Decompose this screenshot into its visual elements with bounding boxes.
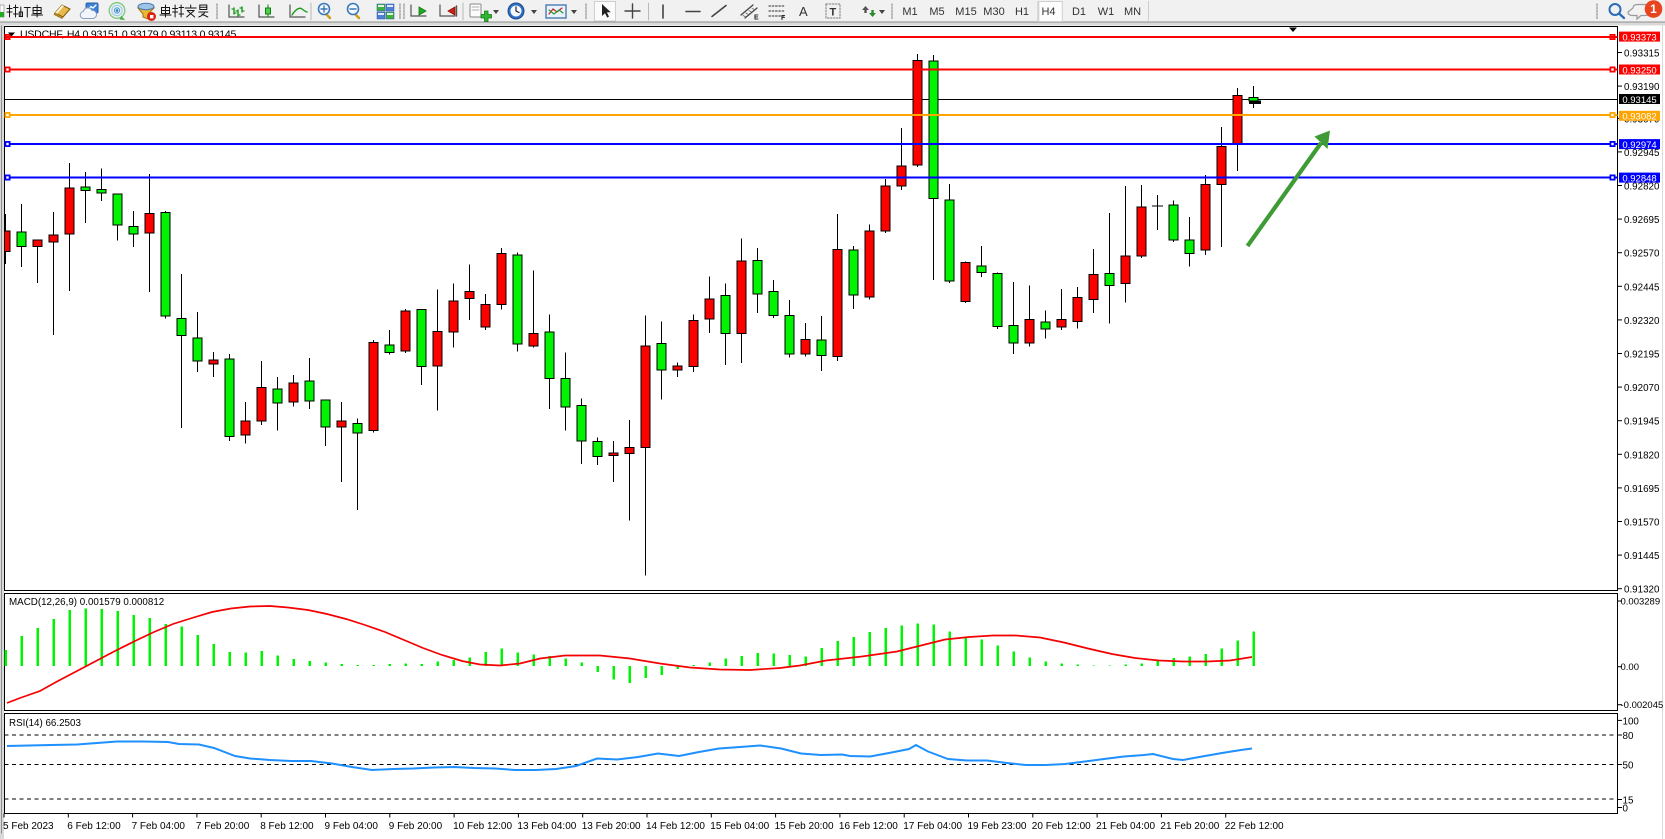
svg-text:0.00: 0.00 — [1621, 662, 1640, 673]
svg-text:8 Feb 12:00: 8 Feb 12:00 — [260, 821, 314, 832]
svg-text:16 Feb 12:00: 16 Feb 12:00 — [839, 821, 898, 832]
svg-text:USDCHF, H4 0.93151 0.93179 0.: USDCHF, H4 0.93151 0.93179 0.93113 0.931… — [20, 29, 237, 41]
svg-text:A: A — [799, 4, 808, 19]
svg-text:0.92974: 0.92974 — [1622, 140, 1656, 151]
svg-text:0.91320: 0.91320 — [1624, 585, 1660, 596]
svg-text:M30: M30 — [983, 6, 1004, 18]
svg-text:0.92570: 0.92570 — [1624, 249, 1660, 260]
svg-text:9 Feb 20:00: 9 Feb 20:00 — [389, 821, 443, 832]
svg-text:M5: M5 — [929, 6, 944, 18]
svg-text:0: 0 — [1623, 804, 1629, 815]
svg-text:T: T — [830, 7, 837, 19]
svg-text:7 Feb 20:00: 7 Feb 20:00 — [196, 821, 250, 832]
svg-text:D1: D1 — [1072, 6, 1086, 18]
svg-text:W1: W1 — [1098, 6, 1115, 18]
svg-text:21 Feb 20:00: 21 Feb 20:00 — [1160, 821, 1219, 832]
svg-text:0.003289: 0.003289 — [1621, 597, 1661, 608]
svg-text:H4: H4 — [1041, 6, 1055, 18]
svg-text:MACD(12,26,9) 0.001579 0.00081: MACD(12,26,9) 0.001579 0.000812 — [9, 597, 164, 608]
svg-text:20 Feb 12:00: 20 Feb 12:00 — [1032, 821, 1091, 832]
svg-text:0.91570: 0.91570 — [1624, 518, 1660, 529]
svg-text:-0.002045: -0.002045 — [1621, 700, 1664, 711]
svg-text:0.93373: 0.93373 — [1622, 32, 1656, 43]
svg-text:0.93250: 0.93250 — [1622, 65, 1656, 76]
svg-text:15: 15 — [1623, 796, 1634, 807]
svg-text:14 Feb 12:00: 14 Feb 12:00 — [646, 821, 705, 832]
svg-text:0.93082: 0.93082 — [1622, 112, 1656, 123]
svg-text:13 Feb 04:00: 13 Feb 04:00 — [517, 821, 576, 832]
svg-text:E: E — [754, 15, 759, 22]
svg-text:22 Feb 12:00: 22 Feb 12:00 — [1225, 821, 1284, 832]
svg-text:0.91945: 0.91945 — [1624, 417, 1660, 428]
svg-text:0.92070: 0.92070 — [1624, 383, 1660, 394]
svg-text:RSI(14) 66.2503: RSI(14) 66.2503 — [9, 718, 81, 729]
svg-text:7 Feb 04:00: 7 Feb 04:00 — [132, 821, 186, 832]
svg-text:9 Feb 04:00: 9 Feb 04:00 — [325, 821, 379, 832]
svg-text:5 Feb 2023: 5 Feb 2023 — [3, 821, 54, 832]
svg-text:1: 1 — [1650, 2, 1657, 16]
svg-text:0.93190: 0.93190 — [1624, 82, 1660, 93]
svg-text:15 Feb 04:00: 15 Feb 04:00 — [710, 821, 769, 832]
svg-text:0.92320: 0.92320 — [1624, 316, 1660, 327]
svg-text:0.92945: 0.92945 — [1624, 148, 1660, 159]
svg-text:10 Feb 12:00: 10 Feb 12:00 — [453, 821, 512, 832]
svg-text:F: F — [781, 15, 786, 22]
svg-text:MN: MN — [1124, 6, 1141, 18]
svg-text:0.92820: 0.92820 — [1624, 182, 1660, 193]
svg-text:15 Feb 20:00: 15 Feb 20:00 — [775, 821, 834, 832]
svg-text:0.93145: 0.93145 — [1622, 95, 1656, 106]
svg-text:0.91820: 0.91820 — [1624, 450, 1660, 461]
svg-text:21 Feb 04:00: 21 Feb 04:00 — [1096, 821, 1155, 832]
svg-text:100: 100 — [1623, 716, 1640, 727]
svg-text:0.92695: 0.92695 — [1624, 215, 1660, 226]
svg-text:19 Feb 23:00: 19 Feb 23:00 — [968, 821, 1027, 832]
svg-text:0.91445: 0.91445 — [1624, 551, 1660, 562]
svg-text:0.93315: 0.93315 — [1624, 49, 1660, 60]
svg-text:50: 50 — [1623, 761, 1634, 772]
svg-text:H1: H1 — [1015, 6, 1029, 18]
svg-text:M1: M1 — [902, 6, 917, 18]
svg-text:80: 80 — [1623, 731, 1634, 742]
svg-text:0.92445: 0.92445 — [1624, 282, 1660, 293]
svg-text:0.91695: 0.91695 — [1624, 484, 1660, 495]
svg-text:0.92195: 0.92195 — [1624, 350, 1660, 361]
svg-text:17 Feb 04:00: 17 Feb 04:00 — [903, 821, 962, 832]
svg-text:M15: M15 — [955, 6, 976, 18]
svg-text:0.92848: 0.92848 — [1622, 173, 1656, 184]
svg-text:6 Feb 12:00: 6 Feb 12:00 — [67, 821, 121, 832]
svg-text:13 Feb 20:00: 13 Feb 20:00 — [582, 821, 641, 832]
